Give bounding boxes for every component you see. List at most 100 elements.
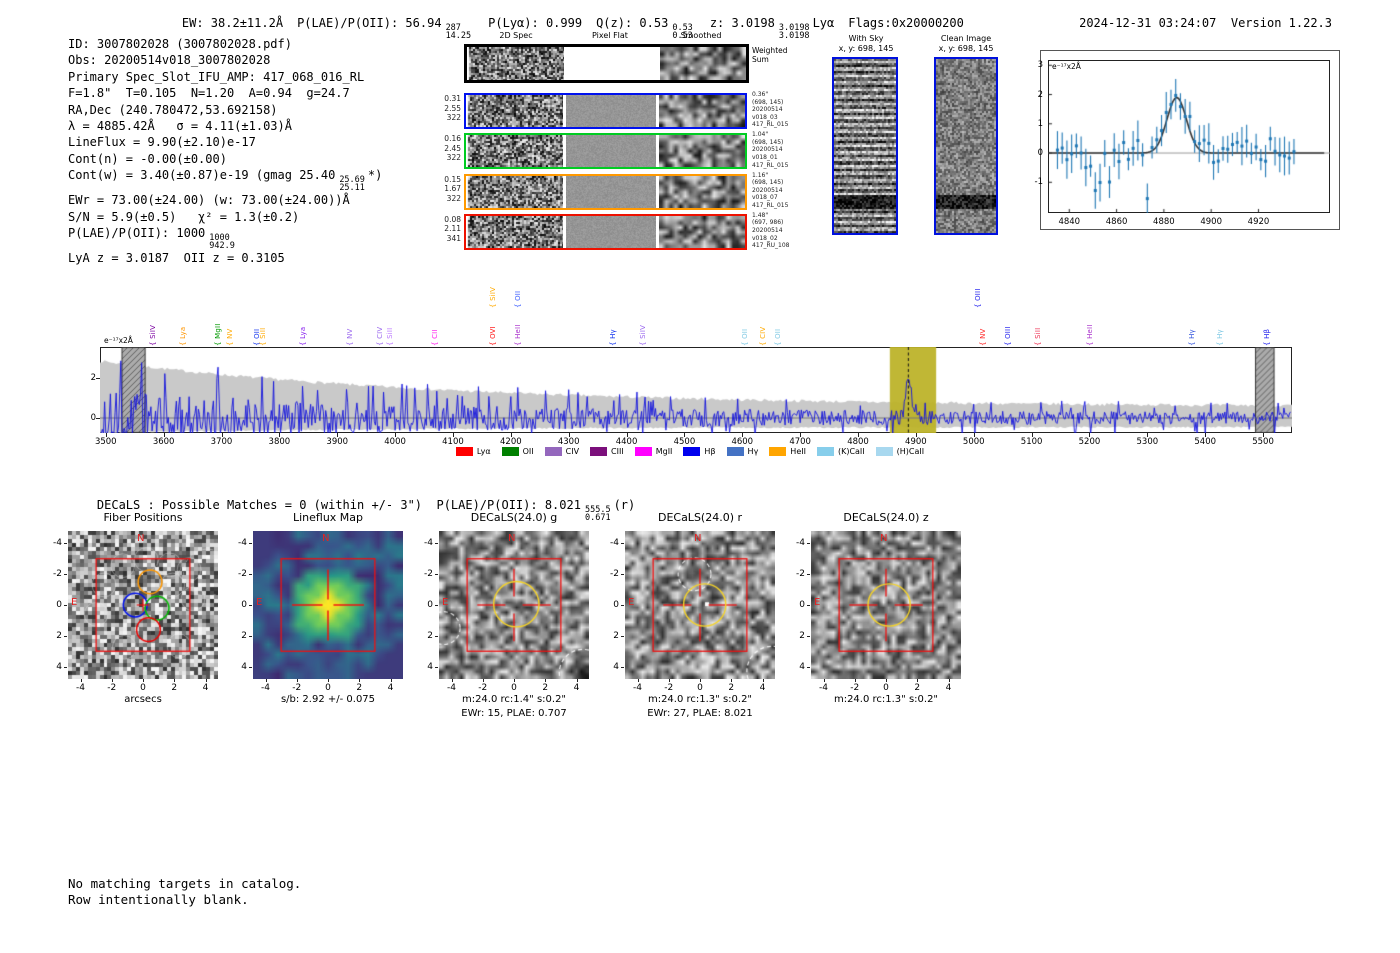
emission-line-label: { SiIV <box>639 324 648 346</box>
header-z: z: 3.0198 <box>709 16 775 30</box>
header-qz-frac: 0.53 0.53 <box>672 23 693 41</box>
with-sky-xy: x, y: 698, 145 <box>838 44 894 53</box>
cutout-y-tick-mark <box>249 635 252 637</box>
cutout-x-tick-mark <box>174 679 176 682</box>
compass-e: E <box>442 597 449 608</box>
spectrum-x-tick-mark <box>337 433 339 437</box>
twod-2dspec-image <box>466 95 563 127</box>
cutout-y-tick-mark <box>249 666 252 668</box>
spectrum-x-tick-mark <box>568 433 570 437</box>
cutout-x-tick-label: 4 <box>202 683 209 693</box>
cutout-y-tick-label: 0 <box>613 600 619 610</box>
cutout-y-tick-mark <box>64 574 67 576</box>
cutout-x-tick-mark <box>731 679 733 682</box>
cutout-y-tick-mark <box>435 635 438 637</box>
emission-line-label: { HeII <box>514 324 523 346</box>
smoothed-image <box>659 175 745 208</box>
cutout-x-tick-label: -2 <box>478 683 488 693</box>
cutout-y-tick-mark <box>249 543 252 545</box>
header-plya: P(Lyα): 0.999 <box>488 16 583 30</box>
cutout-y-tick-label: -4 <box>796 538 805 549</box>
pixel-flat-image <box>566 175 656 208</box>
twod-2dspec-image <box>467 47 564 80</box>
cutout-caption: EWr: 27, PLAE: 8.021 <box>647 708 753 719</box>
cutout-x-tick-mark <box>80 679 82 682</box>
cutout-x-tick-mark <box>854 679 856 682</box>
twod-2dspec-image <box>466 215 563 248</box>
cutout-x-tick-mark <box>576 679 578 682</box>
spectrum-x-tick-mark <box>1031 433 1033 437</box>
legend-swatch <box>726 446 744 456</box>
pixel-flat-image <box>566 215 656 248</box>
twod-col-header: Pixel Flat <box>592 31 628 40</box>
cutout-x-tick-mark <box>390 679 392 682</box>
info-line: F=1.8" T=0.105 N=1.20 A=0.94 g=24.7 <box>68 86 350 101</box>
legend-swatch <box>590 446 608 456</box>
inset-y-tick-label: 3 <box>1037 60 1043 71</box>
spectrum-x-tick-label: 4800 <box>847 437 869 447</box>
cutout-y-tick-label: -4 <box>610 538 619 549</box>
emission-line-label: { OII <box>774 328 783 346</box>
cutout-y-tick-label: -2 <box>796 569 805 580</box>
cutout-x-tick-label: 2 <box>542 683 549 693</box>
legend-label: CIV <box>565 446 580 456</box>
twod-2dspec-image <box>466 175 563 208</box>
decals-header: DECaLS : Possible Matches = 0 (within +/… <box>68 484 635 536</box>
emission-line-label: { Hγ <box>1187 329 1196 346</box>
emission-line-label: { HeII <box>1086 324 1095 346</box>
legend-swatch <box>544 446 562 456</box>
twod-row-right-labels: 1.16" (698, 145) 20200514 v018_07 417_RL_015 <box>752 171 789 209</box>
cutout-x-tick-label: 0 <box>140 683 146 693</box>
legend-label: MgII <box>655 446 673 456</box>
emission-line-label: { OII <box>741 328 750 346</box>
cutout-x-tick-mark <box>451 679 453 682</box>
clean-image-title: Clean Image <box>940 34 992 43</box>
cutout-y-tick-mark <box>807 574 810 576</box>
cutout-x-tick-label: 0 <box>511 683 517 693</box>
footer-note: No matching targets in catalog. Row inte… <box>68 876 301 907</box>
cutout-y-tick-label: -2 <box>53 569 62 580</box>
spectrum-x-tick-label: 4000 <box>384 437 406 447</box>
legend-label: (H)CaII <box>896 446 925 456</box>
cutout-y-tick-mark <box>435 605 438 606</box>
inset-outer-frame <box>1040 50 1340 230</box>
cutout-y-tick-label: 4 <box>241 661 247 672</box>
spectrum-x-tick-mark <box>105 433 107 437</box>
cutout-x-tick-label: 2 <box>356 683 363 693</box>
cutout-y-tick-mark <box>621 543 624 545</box>
cutout-y-tick-label: 4 <box>613 661 619 672</box>
cutout-x-tick-label: 0 <box>697 683 703 693</box>
cutout-x-tick-mark <box>482 679 484 682</box>
cutout-y-tick-mark <box>64 666 67 668</box>
spectrum-x-tick-label: 3700 <box>210 437 233 447</box>
info-line: Cont(w) = 3.40(±0.87)e-19 (gmag 25.40 25.… <box>68 168 383 194</box>
header-version: Version 1.22.3 <box>1230 16 1332 30</box>
cutout-image-z <box>811 531 961 679</box>
cutout-y-tick-mark <box>807 543 810 545</box>
clean-image-canvas <box>936 59 996 233</box>
compass-e: E <box>71 597 78 608</box>
cutout-x-tick-label: -2 <box>664 683 674 693</box>
spectrum-y-tick-mark <box>96 418 100 419</box>
twod-row-left-labels: 0.31 2.55 322 <box>444 94 461 123</box>
legend-label: Hγ <box>747 446 759 456</box>
spectrum-x-tick-label: 4400 <box>615 437 638 447</box>
twod-row-left-labels: 0.16 2.45 322 <box>444 134 461 163</box>
spectrum-x-tick-mark <box>684 433 686 437</box>
emission-line-label: { Lya <box>299 326 308 346</box>
spectrum-x-tick-mark <box>915 433 917 437</box>
info-line: EWr = 73.00(±24.00) (w: 73.00(±24.00))Å <box>68 193 350 208</box>
cutout-y-tick-mark <box>64 605 67 606</box>
info-line: P(LAE)/P(OII): 1000 1000 942.9 <box>68 226 235 252</box>
header-plae-frac: 287 14.25 <box>445 23 472 41</box>
cutout-y-tick-label: 2 <box>613 630 619 641</box>
spectrum-x-tick-label: 5000 <box>962 437 985 447</box>
cutout-x-tick-mark <box>328 679 329 682</box>
spectrum-x-tick-mark <box>742 433 744 437</box>
cutout-y-tick-mark <box>807 635 810 637</box>
inset-plot-canvas <box>1048 60 1330 213</box>
cutout-title-r: DECaLS(24.0) r <box>657 511 743 524</box>
info-line: Cont(n) = -0.00(±0.00) <box>68 151 227 166</box>
emission-line-label: { SiIV <box>149 324 158 346</box>
weighted-sum-label: Weighted Sum <box>752 46 788 64</box>
